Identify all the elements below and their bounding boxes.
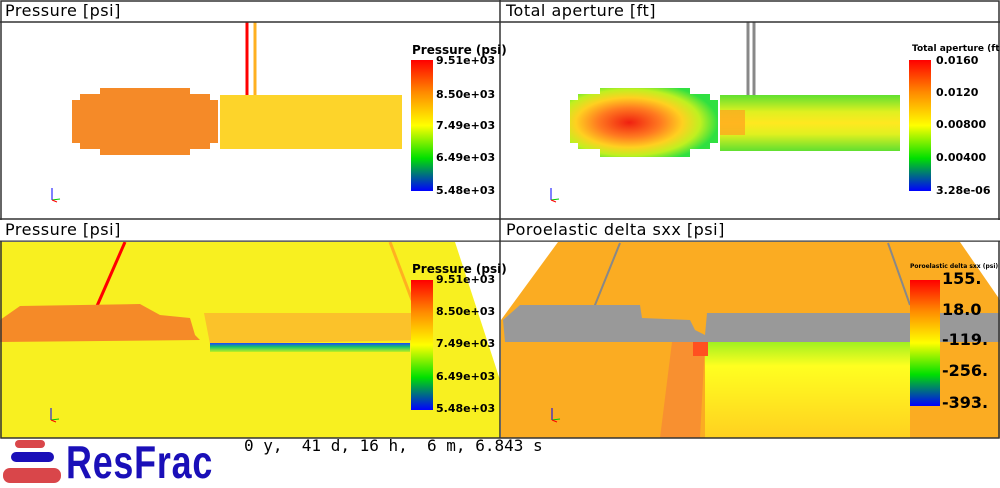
- colorbar-label: 0.00800: [936, 118, 987, 131]
- fracture-right: [220, 95, 402, 149]
- colorbar-label: 3.28e-06: [936, 184, 991, 197]
- colorbar-label: -119.: [942, 330, 989, 349]
- colorbar-title: Pressure (psi): [412, 262, 507, 276]
- colorbar-title: Total aperture (ft): [912, 44, 1000, 54]
- colorbar-label: 7.49e+03: [436, 337, 496, 350]
- axes-triad-icon: [50, 188, 561, 423]
- colorbar-label: 9.51e+03: [436, 54, 496, 67]
- panel-3-viz: [0, 242, 500, 438]
- colorbar-4: [910, 280, 940, 406]
- resfrac-logo-icon: [3, 440, 61, 483]
- fracture-left: [72, 88, 218, 155]
- colorbar-label: 5.48e+03: [436, 402, 496, 415]
- colorbar-label: 6.49e+03: [436, 370, 496, 383]
- colorbar-3: [411, 280, 433, 410]
- colorbar-title: Pressure (psi): [412, 43, 507, 57]
- colorbar-label: 18.0: [942, 300, 982, 319]
- colorbar-label: 0.0120: [936, 86, 979, 99]
- colorbar-label: 8.50e+03: [436, 88, 496, 101]
- colorbar-label: 155.: [942, 269, 982, 288]
- colorbar-label: 9.51e+03: [436, 273, 496, 286]
- colorbar-label: 0.00400: [936, 151, 987, 164]
- panel-2-viz: [570, 22, 931, 191]
- resfrac-logo-text: ResFrac: [66, 436, 214, 488]
- colorbar-label: -393.: [942, 393, 989, 412]
- panel-title: Poroelastic delta sxx [psi]: [506, 220, 725, 239]
- colorbar-label: 5.48e+03: [436, 184, 496, 197]
- colorbar-2: [909, 60, 931, 191]
- panel-4-viz: [501, 242, 1000, 438]
- simulation-time: 0 y, 41 d, 16 h, 6 m, 6.843 s: [244, 436, 543, 455]
- colorbar-label: 0.0160: [936, 54, 979, 67]
- colorbar-label: -256.: [942, 361, 989, 380]
- panel-title: Pressure [psi]: [5, 1, 121, 20]
- panel-borders: [0, 0, 1000, 439]
- panel-title: Pressure [psi]: [5, 220, 121, 239]
- colorbar-label: 6.49e+03: [436, 151, 496, 164]
- colorbar-title: Poroelastic delta sxx (psi): [910, 263, 999, 270]
- colorbar-label: 7.49e+03: [436, 119, 496, 132]
- colorbar-1: [411, 60, 433, 191]
- panel-1-viz: [72, 22, 433, 191]
- colorbar-label: 8.50e+03: [436, 305, 496, 318]
- panel-title: Total aperture [ft]: [506, 1, 657, 20]
